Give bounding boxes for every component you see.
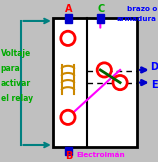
Text: E: E [151,80,157,90]
Text: A: A [65,4,72,14]
Bar [97,14,104,23]
Text: D: D [150,62,158,72]
Circle shape [61,110,75,124]
Bar [53,18,137,147]
Text: armadura: armadura [117,16,157,22]
Text: Electroimán: Electroimán [77,152,125,158]
Circle shape [61,31,75,46]
Text: activar: activar [1,79,31,88]
Text: Voltaje: Voltaje [1,49,31,58]
Text: C: C [97,4,104,14]
Text: para: para [1,64,21,73]
Bar [65,14,72,23]
Text: el relay: el relay [1,94,33,103]
Circle shape [97,63,111,77]
Text: B: B [65,150,72,161]
Bar [65,147,72,155]
Circle shape [113,75,127,90]
Text: brazo o: brazo o [127,6,157,12]
